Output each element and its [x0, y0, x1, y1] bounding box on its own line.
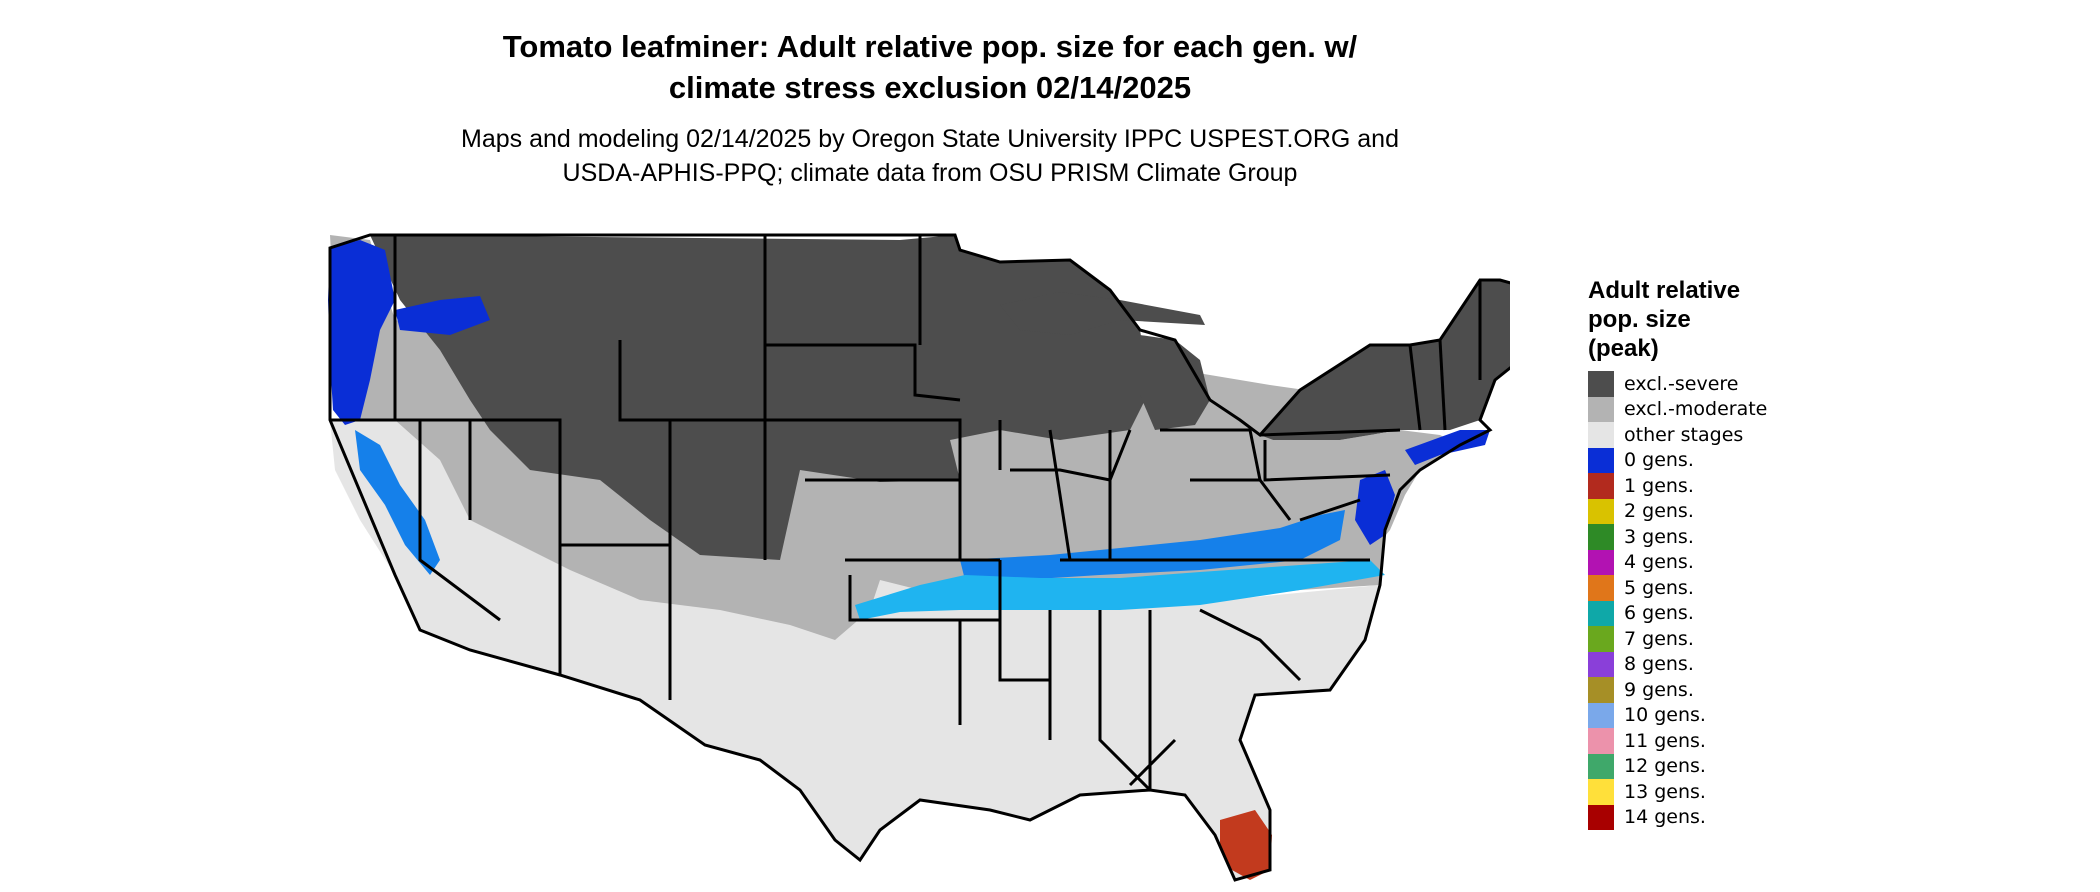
legend-label: other stages	[1624, 423, 1744, 446]
legend-title-line-2: pop. size	[1588, 306, 1691, 333]
title-line-2: climate stress exclusion 02/14/2025	[668, 70, 1192, 105]
legend-item: 14 gens.	[1588, 804, 1767, 830]
legend-label: 3 gens.	[1624, 525, 1694, 548]
legend-label: 10 gens.	[1624, 704, 1706, 727]
legend-swatch	[1588, 422, 1614, 448]
map-land-lower-michigan	[1140, 335, 1210, 430]
legend-item: 13 gens.	[1588, 779, 1767, 805]
legend-label: 11 gens.	[1624, 729, 1706, 752]
legend-label: excl.-moderate	[1624, 398, 1768, 421]
map-blue-pacific-nw	[328, 240, 395, 425]
title-line-1: Tomato leafminer: Adult relative pop. si…	[502, 29, 1358, 64]
legend-label: 9 gens.	[1624, 678, 1694, 701]
legend-item: 2 gens.	[1588, 498, 1767, 524]
legend-label: 12 gens.	[1624, 755, 1706, 778]
legend-label: 7 gens.	[1624, 627, 1694, 650]
legend-swatch	[1588, 728, 1614, 754]
legend-swatch	[1588, 702, 1614, 728]
map-red-florida	[1220, 810, 1272, 880]
legend-label: 4 gens.	[1624, 551, 1694, 574]
legend-swatch	[1588, 447, 1614, 473]
map-blue-band	[960, 510, 1345, 580]
legend-item: 8 gens.	[1588, 651, 1767, 677]
legend-swatch	[1588, 473, 1614, 499]
map-subtitle: Maps and modeling 02/14/2025 by Oregon S…	[380, 122, 1480, 190]
map-land-northeast	[1260, 280, 1510, 450]
legend-item: 11 gens.	[1588, 728, 1767, 754]
legend-swatch	[1588, 677, 1614, 703]
legend-swatch	[1588, 549, 1614, 575]
legend-swatch	[1588, 524, 1614, 550]
subtitle-line-2: USDA-APHIS-PPQ; climate data from OSU PR…	[562, 159, 1298, 187]
legend-item: 1 gens.	[1588, 473, 1767, 499]
legend-item: excl.-severe	[1588, 371, 1767, 397]
legend-label: 14 gens.	[1624, 806, 1706, 829]
legend-swatch	[1588, 498, 1614, 524]
legend-label: 0 gens.	[1624, 449, 1694, 472]
map-blue-columbia	[395, 296, 490, 335]
map-blue-band-light	[855, 560, 1385, 620]
legend-swatch	[1588, 779, 1614, 805]
map-title: Tomato leafminer: Adult relative pop. si…	[380, 26, 1480, 108]
legend-title-line-1: Adult relative	[1588, 277, 1741, 304]
legend-item: excl.-moderate	[1588, 396, 1768, 422]
legend-item: 12 gens.	[1588, 753, 1767, 779]
legend-item: 0 gens.	[1588, 447, 1767, 473]
legend-swatch	[1588, 600, 1614, 626]
legend-item: 3 gens.	[1588, 524, 1767, 550]
map-legend: Adult relative pop. size (peak) excl.-se…	[1588, 276, 1767, 830]
legend-item: 4 gens.	[1588, 549, 1767, 575]
map-land-upper-michigan	[1000, 292, 1205, 335]
legend-label: 6 gens.	[1624, 602, 1694, 625]
legend-label: 8 gens.	[1624, 653, 1694, 676]
legend-swatch	[1588, 575, 1614, 601]
legend-label: 2 gens.	[1624, 500, 1694, 523]
legend-swatch	[1588, 753, 1614, 779]
legend-item: 5 gens.	[1588, 575, 1767, 601]
legend-label: 5 gens.	[1624, 576, 1694, 599]
legend-item: 6 gens.	[1588, 600, 1767, 626]
legend-title-line-3: (peak)	[1588, 335, 1659, 362]
state-borders	[328, 233, 1510, 882]
legend-item: other stages	[1588, 422, 1767, 448]
legend-items: excl.-severe excl.-moderate other stages 0 …	[1588, 371, 1767, 830]
legend-swatch	[1588, 396, 1614, 422]
map-blue-ny-coast	[1405, 430, 1490, 465]
legend-swatch	[1588, 371, 1614, 397]
legend-label: 1 gens.	[1624, 474, 1694, 497]
legend-label: excl.-severe	[1624, 372, 1739, 395]
legend-item: 9 gens.	[1588, 677, 1767, 703]
legend-swatch	[1588, 804, 1614, 830]
legend-item: 7 gens.	[1588, 626, 1767, 652]
legend-swatch	[1588, 626, 1614, 652]
legend-label: 13 gens.	[1624, 780, 1706, 803]
subtitle-line-1: Maps and modeling 02/14/2025 by Oregon S…	[461, 125, 1399, 153]
us-map	[328, 233, 1510, 882]
legend-swatch	[1588, 651, 1614, 677]
legend-item: 10 gens.	[1588, 702, 1767, 728]
legend-title: Adult relative pop. size (peak)	[1588, 276, 1767, 363]
